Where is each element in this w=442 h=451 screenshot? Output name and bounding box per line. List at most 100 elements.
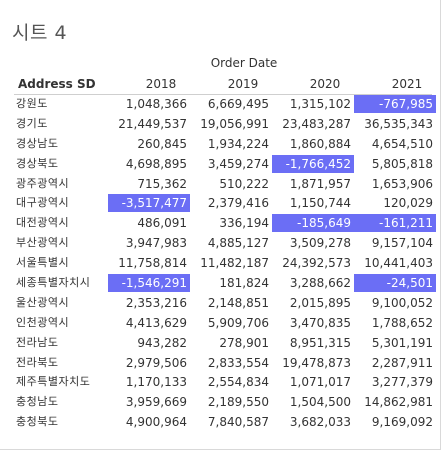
- value-cell[interactable]: 2,015,895: [289, 295, 351, 310]
- table-row[interactable]: 대구광역시 -3,517,477 2,379,416 1,150,744 120,029: [14, 193, 433, 213]
- value-cell[interactable]: 23,483,287: [282, 116, 351, 131]
- value-cell[interactable]: 1,504,500: [289, 395, 351, 410]
- value-cell[interactable]: 19,478,873: [282, 355, 351, 370]
- value-cell[interactable]: 336,194: [219, 216, 269, 231]
- value-cell[interactable]: 1,170,133: [125, 375, 187, 390]
- region-label[interactable]: 충청남도: [16, 395, 59, 409]
- region-label[interactable]: 제주특별자치도: [16, 375, 91, 389]
- value-cell[interactable]: 4,413,629: [125, 315, 187, 330]
- value-cell[interactable]: 1,048,366: [125, 97, 187, 111]
- region-label[interactable]: 전라북도: [16, 355, 59, 369]
- value-cell[interactable]: 10,441,403: [364, 256, 433, 271]
- value-cell[interactable]: 120,029: [383, 196, 433, 211]
- value-cell[interactable]: 4,654,510: [371, 136, 433, 151]
- value-cell[interactable]: 2,979,506: [125, 355, 187, 370]
- value-cell[interactable]: 6,669,495: [207, 97, 269, 111]
- value-cell[interactable]: 1,150,744: [289, 196, 351, 211]
- value-cell[interactable]: 21,449,537: [118, 116, 187, 131]
- table-row[interactable]: 인천광역시 4,413,629 5,909,706 3,470,835 1,788,65…: [14, 313, 433, 333]
- value-cell[interactable]: 4,900,964: [125, 415, 187, 430]
- value-cell[interactable]: 2,554,834: [207, 375, 269, 390]
- row-dimension-header[interactable]: Address SD: [18, 77, 96, 91]
- table-row[interactable]: 서울특별시 11,758,814 11,482,187 24,392,573 10,44…: [14, 253, 433, 273]
- value-cell[interactable]: 3,277,379: [371, 375, 433, 390]
- order-date-label[interactable]: Order Date: [210, 56, 278, 70]
- region-label[interactable]: 대구광역시: [16, 196, 70, 210]
- table-row[interactable]: 제주특별자치도 1,170,133 2,554,834 1,071,017 3,277,…: [14, 372, 433, 392]
- value-cell[interactable]: 3,509,278: [289, 236, 351, 251]
- value-cell[interactable]: 2,287,911: [371, 355, 433, 370]
- region-label[interactable]: 경기도: [16, 116, 48, 130]
- value-cell[interactable]: 11,482,187: [200, 256, 269, 271]
- region-label[interactable]: 인천광역시: [16, 315, 70, 329]
- value-cell[interactable]: 715,362: [137, 176, 187, 191]
- value-cell[interactable]: 1,653,906: [371, 176, 433, 191]
- value-cell[interactable]: 36,535,343: [364, 116, 433, 131]
- value-cell[interactable]: 5,805,818: [371, 156, 433, 171]
- value-cell[interactable]: 11,758,814: [118, 256, 187, 271]
- year-header-2021[interactable]: 2021: [391, 77, 423, 91]
- value-cell[interactable]: 510,222: [219, 176, 269, 191]
- value-cell[interactable]: 486,091: [137, 216, 187, 231]
- value-cell[interactable]: 9,100,052: [371, 295, 433, 310]
- value-cell[interactable]: 3,470,835: [289, 315, 351, 330]
- value-cell[interactable]: -24,501: [354, 274, 436, 293]
- value-cell[interactable]: -1,546,291: [108, 274, 190, 293]
- region-label[interactable]: 서울특별시: [16, 256, 70, 270]
- value-cell[interactable]: 3,682,033: [289, 415, 351, 430]
- region-label[interactable]: 충청북도: [16, 415, 59, 429]
- table-row[interactable]: 전라남도 943,282 278,901 8,951,315 5,301,191: [14, 333, 433, 353]
- year-header-2018[interactable]: 2018: [145, 77, 177, 91]
- value-cell[interactable]: 8,951,315: [289, 335, 351, 350]
- table-row[interactable]: 울산광역시 2,353,216 2,148,851 2,015,895 9,100,05…: [14, 293, 433, 313]
- value-cell[interactable]: -185,649: [272, 214, 354, 233]
- value-cell[interactable]: 2,833,554: [207, 355, 269, 370]
- region-label[interactable]: 경상북도: [16, 156, 59, 170]
- table-row[interactable]: 경기도 21,449,537 19,056,991 23,483,287 36,535,…: [14, 114, 433, 134]
- value-cell[interactable]: 7,840,587: [207, 415, 269, 430]
- value-cell[interactable]: 3,947,983: [125, 236, 187, 251]
- region-label[interactable]: 대전광역시: [16, 216, 70, 230]
- value-cell[interactable]: 5,909,706: [207, 315, 269, 330]
- value-cell[interactable]: 943,282: [137, 335, 187, 350]
- table-row[interactable]: 강원도 1,048,366 6,669,495 1,315,102 -767,985: [14, 94, 436, 114]
- value-cell[interactable]: 2,353,216: [125, 295, 187, 310]
- value-cell[interactable]: 5,301,191: [371, 335, 433, 350]
- value-cell[interactable]: 14,862,981: [364, 395, 433, 410]
- value-cell[interactable]: 181,824: [219, 276, 269, 291]
- region-label[interactable]: 강원도: [16, 97, 48, 110]
- table-row[interactable]: 전라북도 2,979,506 2,833,554 19,478,873 2,287,91…: [14, 353, 433, 373]
- table-row[interactable]: 충청남도 3,959,669 2,189,550 1,504,500 14,862,98…: [14, 392, 433, 412]
- value-cell[interactable]: 3,459,274: [207, 156, 269, 171]
- table-row[interactable]: 광주광역시 715,362 510,222 1,871,957 1,653,906: [14, 174, 433, 194]
- value-cell[interactable]: 1,315,102: [289, 97, 351, 111]
- region-label[interactable]: 광주광역시: [16, 176, 70, 190]
- region-label[interactable]: 세종특별자치시: [16, 276, 91, 290]
- value-cell[interactable]: -3,517,477: [108, 194, 190, 213]
- value-cell[interactable]: 2,379,416: [207, 196, 269, 211]
- table-row[interactable]: 대전광역시 486,091 336,194 -185,649 -161,211: [14, 213, 436, 233]
- value-cell[interactable]: 3,288,662: [289, 276, 351, 291]
- value-cell[interactable]: -767,985: [354, 95, 436, 113]
- table-row[interactable]: 부산광역시 3,947,983 4,885,127 3,509,278 9,157,10…: [14, 233, 433, 253]
- value-cell[interactable]: 24,392,573: [282, 256, 351, 271]
- value-cell[interactable]: 2,148,851: [207, 295, 269, 310]
- value-cell[interactable]: 1,860,884: [289, 136, 351, 151]
- value-cell[interactable]: 19,056,991: [200, 116, 269, 131]
- value-cell[interactable]: -1,766,452: [272, 154, 354, 173]
- table-row[interactable]: 경상남도 260,845 1,934,224 1,860,884 4,654,510: [14, 134, 433, 154]
- region-label[interactable]: 울산광역시: [16, 295, 70, 309]
- value-cell[interactable]: 1,934,224: [207, 136, 269, 151]
- value-cell[interactable]: -161,211: [354, 214, 436, 233]
- table-row[interactable]: 충청북도 4,900,964 7,840,587 3,682,033 9,169,092: [14, 412, 433, 432]
- region-label[interactable]: 경상남도: [16, 136, 59, 150]
- table-row[interactable]: 경상북도 4,698,895 3,459,274 -1,766,452 5,805,81…: [14, 154, 433, 174]
- region-label[interactable]: 부산광역시: [16, 236, 70, 250]
- value-cell[interactable]: 3,959,669: [125, 395, 187, 410]
- value-cell[interactable]: 4,885,127: [207, 236, 269, 251]
- value-cell[interactable]: 1,071,017: [289, 375, 351, 390]
- table-row[interactable]: 세종특별자치시 -1,546,291 181,824 3,288,662 -24,501: [14, 273, 436, 293]
- value-cell[interactable]: 1,871,957: [289, 176, 351, 191]
- value-cell[interactable]: 1,788,652: [371, 315, 433, 330]
- value-cell[interactable]: 278,901: [219, 335, 269, 350]
